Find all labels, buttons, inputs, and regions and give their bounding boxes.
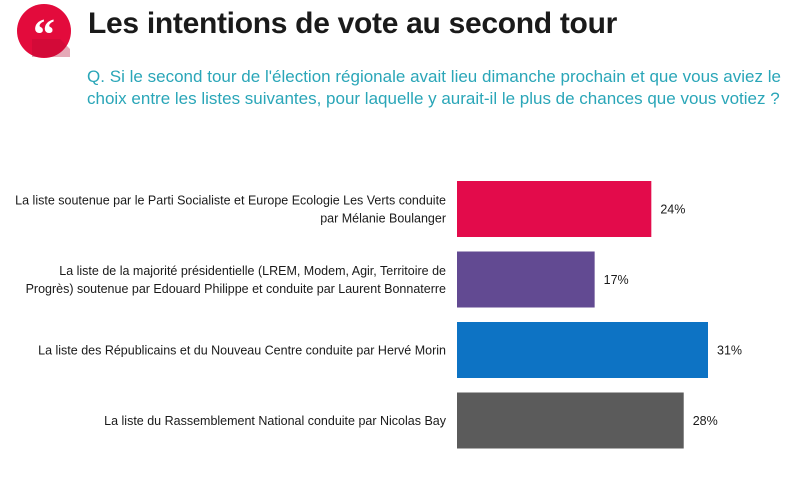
value-label-4: 28% bbox=[693, 414, 718, 428]
page-title: Les intentions de vote au second tour bbox=[88, 7, 617, 40]
category-label-2-line-1: La liste de la majorité présidentielle (… bbox=[59, 264, 446, 278]
value-label-2: 17% bbox=[604, 273, 629, 287]
category-label-4: La liste du Rassemblement National condu… bbox=[104, 414, 447, 428]
bar-4 bbox=[457, 392, 684, 449]
bar-2 bbox=[457, 251, 595, 308]
category-label-1-line-2: par Mélanie Boulanger bbox=[320, 212, 446, 226]
quote-mark-icon: “ bbox=[33, 10, 55, 59]
bar-3 bbox=[457, 322, 708, 378]
vote-intentions-chart: 24% La liste soutenue par le Parti Social… bbox=[15, 181, 742, 449]
survey-question: Q. Si le second tour de l'élection régio… bbox=[87, 67, 781, 108]
category-label-3: La liste des Républicains et du Nouveau … bbox=[38, 344, 446, 358]
value-label-3: 31% bbox=[717, 344, 742, 358]
quote-badge-shadow bbox=[32, 39, 70, 57]
value-label-1: 24% bbox=[660, 203, 685, 217]
quote-badge-circle bbox=[17, 4, 71, 58]
category-label-1-line-1: La liste soutenue par le Parti Socialist… bbox=[15, 194, 446, 208]
bar-1 bbox=[457, 181, 652, 237]
category-label-2-line-2: Progrès) soutenue par Edouard Philippe e… bbox=[26, 282, 446, 296]
quote-badge: “ bbox=[17, 4, 71, 59]
